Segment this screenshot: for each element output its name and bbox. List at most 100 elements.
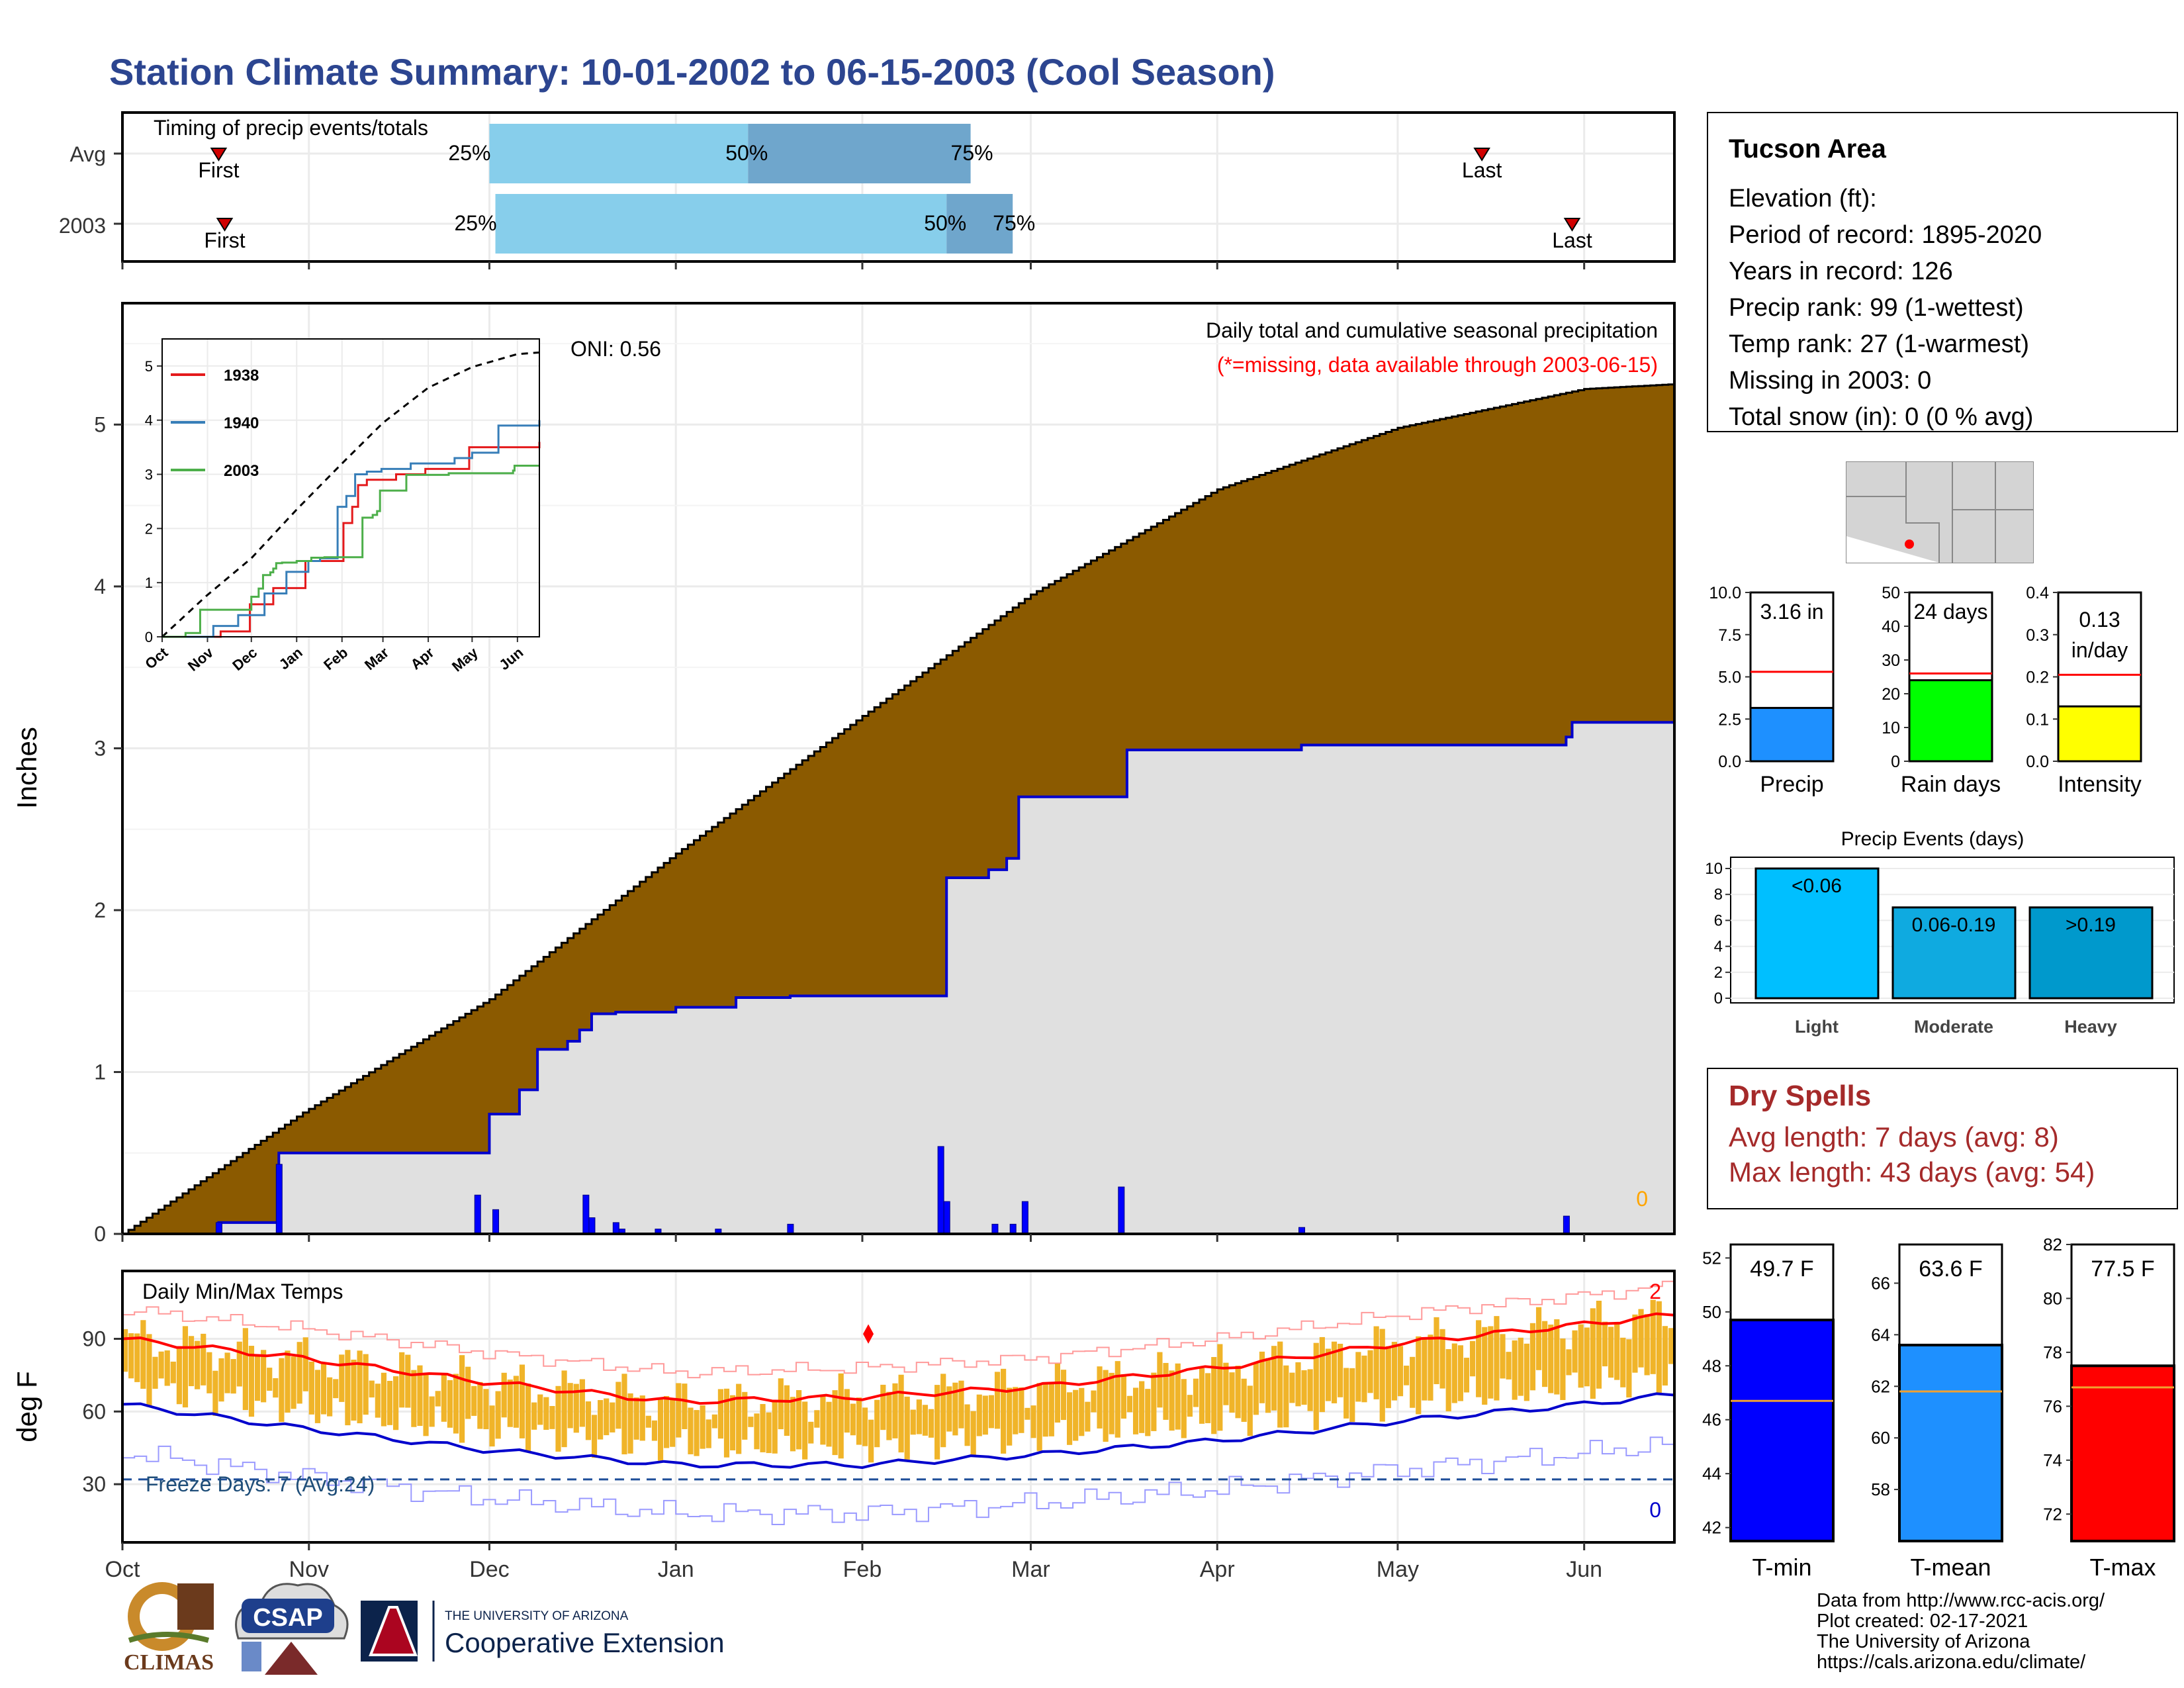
daily-temp-bar [1638, 1309, 1644, 1368]
daily-temp-bar [1211, 1356, 1217, 1434]
daily-temp-bar [808, 1421, 814, 1444]
x-month-label: Apr [1200, 1557, 1235, 1582]
daily-temp-bar [201, 1333, 206, 1385]
daily-temp-bar [1295, 1362, 1301, 1407]
daily-temp-bar [802, 1401, 808, 1460]
daily-temp-bar [585, 1401, 592, 1440]
timing-bar-25-50 [489, 124, 749, 183]
timing-p75-label: 75% [951, 141, 993, 165]
gauge-tick-label: 0.3 [2026, 626, 2049, 645]
daily-temp-bar [1163, 1362, 1169, 1420]
daily-precip-bar [787, 1223, 794, 1235]
tgauge-bar-T-max [2070, 1364, 2175, 1542]
daily-precip-bar [1118, 1186, 1125, 1235]
daily-temp-bar [1602, 1321, 1608, 1367]
daily-temp-bar [711, 1414, 717, 1429]
daily-temp-bar [1079, 1387, 1085, 1436]
daily-temp-bar [1626, 1339, 1632, 1398]
daily-temp-bar [399, 1352, 405, 1408]
daily-temp-bar [453, 1374, 459, 1434]
daily-temp-bar [856, 1397, 862, 1445]
daily-temp-bar [1193, 1378, 1199, 1407]
daily-temp-bar [242, 1328, 248, 1411]
daily-temp-bar [489, 1405, 495, 1447]
inset-y-tick: 4 [145, 412, 153, 429]
daily-temp-bar [1115, 1361, 1120, 1438]
tgauge-tick-label: 46 [1702, 1410, 1721, 1430]
tgauge-tick-label: 58 [1871, 1479, 1890, 1499]
events-y-tick: 4 [1714, 938, 1723, 956]
daily-temp-bar [928, 1409, 934, 1438]
daily-temp-bar [279, 1358, 285, 1423]
daily-temp-bar [880, 1384, 886, 1430]
daily-temp-bar [826, 1401, 832, 1447]
daily-temp-bar [1355, 1352, 1361, 1402]
daily-temp-bar [814, 1410, 820, 1428]
daily-temp-bar [1548, 1324, 1554, 1393]
x-axis: Oct Nov Dec Jan Feb Mar Apr May Jun [105, 261, 1602, 1582]
x-month-label: May [1377, 1557, 1419, 1582]
record-low-line [122, 1435, 1675, 1526]
daily-temp-bar [838, 1373, 844, 1459]
daily-temp-bar [302, 1337, 308, 1391]
daily-temp-bar [958, 1380, 964, 1429]
daily-temp-bar [1656, 1301, 1662, 1393]
inset-legend-label: 1940 [224, 414, 259, 432]
gauge-tick-label: 0.1 [2026, 710, 2049, 729]
daily-temp-bar [182, 1326, 189, 1408]
daily-temp-bar [1662, 1326, 1668, 1386]
daily-temp-bar [904, 1396, 910, 1460]
timing-p50-label: 50% [725, 141, 768, 165]
daily-temp-bar [1048, 1382, 1054, 1436]
daily-temp-bar [910, 1409, 916, 1435]
daily-temp-bar [970, 1411, 976, 1457]
daily-temp-bar [441, 1374, 447, 1422]
missing-note: (*=missing, data available through 2003-… [1217, 353, 1658, 377]
gauge-bar-Precip [1749, 706, 1835, 763]
events-bar-moderate [1891, 906, 2017, 1000]
daily-temp-bar [195, 1340, 201, 1389]
daily-temp-bar [615, 1382, 621, 1429]
daily-temp-bar [898, 1374, 904, 1453]
gauge-bar-Rain days [1908, 679, 1993, 763]
gauge-tick-label: 20 [1882, 685, 1900, 704]
daily-temp-bar [922, 1405, 929, 1436]
daily-temp-bar [1391, 1342, 1397, 1401]
daily-temp-bar [567, 1383, 573, 1429]
daily-temp-bar [134, 1333, 140, 1382]
daily-temp-bar [1331, 1341, 1338, 1403]
timing-p75-label: 75% [993, 211, 1035, 235]
precip-panel: 0 1 2 3 4 5 Inches ONI: 0.56 Daily total and … [11, 302, 1676, 1246]
credits: Data from http://www.rcc-acis.org/Plot c… [1817, 1590, 2105, 1673]
daily-temp-bar [1325, 1348, 1332, 1401]
x-month-label: Jan [658, 1557, 694, 1582]
station-info-box: Tucson Area Elevation (ft): Period of rec… [1707, 112, 2178, 432]
events-bar-heavy [2028, 906, 2154, 1000]
daily-temp-bar [1385, 1346, 1391, 1409]
daily-temp-bar [1109, 1372, 1115, 1434]
info-line: Temp rank: 27 (1-warmest) [1729, 330, 2029, 358]
inset-legend-label: 2003 [224, 462, 259, 480]
daily-temp-bar [1439, 1329, 1445, 1389]
tgauge-tick-label: 66 [1871, 1273, 1890, 1293]
daily-precip-bar [937, 1146, 944, 1235]
daily-temp-bar [1024, 1407, 1030, 1420]
daily-temp-bar [1512, 1340, 1518, 1400]
tgauge-tick-label: 82 [2043, 1235, 2062, 1254]
daily-temp-bar [1451, 1343, 1457, 1403]
daily-temp-bar [363, 1354, 369, 1415]
oni-label: ONI: 0.56 [570, 337, 661, 361]
daily-temp-bar [633, 1397, 639, 1440]
temp-panel: 30 60 90 deg F Daily Min/Max Temps Freeze … [11, 1270, 1676, 1544]
daily-temp-bar [1054, 1364, 1060, 1423]
daily-temp-bar [742, 1391, 748, 1440]
daily-temp-bar [176, 1346, 182, 1405]
daily-temp-bar [224, 1352, 230, 1393]
gauge-tick-label: 10 [1882, 719, 1900, 737]
daily-temp-bar [964, 1404, 970, 1446]
temp-gauges: 42 44 46 48 50 52 49.7 F T-min 58 60 62 64 66 63.6 F T… [1702, 1235, 2175, 1581]
credit-line: Data from http://www.rcc-acis.org/ [1817, 1590, 2105, 1611]
inset-normal-line [161, 351, 540, 638]
daily-temp-bar [760, 1404, 766, 1452]
